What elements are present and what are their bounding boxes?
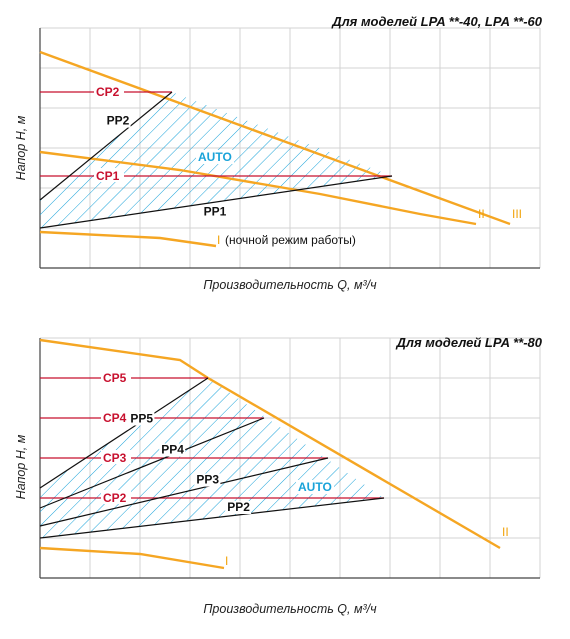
pp-line-PP2 <box>39 91 173 201</box>
pp-label-PP2: PP2 <box>227 500 250 514</box>
cp-label-bg <box>101 410 131 424</box>
cp-label-CP2: CP2 <box>103 491 127 505</box>
speed-curve-note: (ночной режим работы) <box>225 233 356 247</box>
cp-label-bg <box>101 490 131 504</box>
cp-label-bg <box>101 370 131 384</box>
pp-line-PP5 <box>39 377 209 489</box>
cp-label-CP2: CP2 <box>96 85 120 99</box>
cp-label-CP5: CP5 <box>103 371 127 385</box>
speed-curve-II <box>39 150 477 226</box>
pp-label-PP2: PP2 <box>107 114 130 128</box>
auto-region-label: AUTO <box>198 150 232 164</box>
pp-label-bg <box>104 114 131 128</box>
chart-2-title: Для моделей LPA **-80 <box>396 335 543 350</box>
pp-line-PP4 <box>39 417 265 509</box>
cp-label-bg <box>94 168 124 182</box>
cp-label-CP3: CP3 <box>103 451 127 465</box>
speed-curve-label-II: II <box>502 525 509 539</box>
cp-label-bg <box>94 84 124 98</box>
speed-curve-label-III: III <box>512 207 522 221</box>
chart-2-y-label: Напор H, м <box>14 434 28 499</box>
speed-curve-label-II: II <box>478 207 485 221</box>
pp-line-PP3 <box>39 457 329 527</box>
speed-curve-label-I: I <box>225 554 228 568</box>
chart-1-title: Для моделей LPA **-40, LPA **-60 <box>331 14 543 29</box>
pp-label-bg <box>225 501 252 514</box>
pp-label-PP4: PP4 <box>161 443 184 457</box>
cp-label-bg <box>101 450 131 464</box>
chart-2-x-label: Производительность Q, м³/ч <box>203 602 377 616</box>
cp-label-CP4: CP4 <box>103 411 127 425</box>
pp-label-bg <box>201 205 228 219</box>
pp-label-PP3: PP3 <box>196 473 219 487</box>
chart-1-y-label: Напор H, м <box>14 115 28 180</box>
speed-curve-I <box>39 546 225 570</box>
pp-line-PP1 <box>39 175 393 229</box>
pp-label-PP1: PP1 <box>204 204 227 218</box>
speed-curve-II <box>39 338 501 550</box>
pp-label-bg <box>128 412 155 426</box>
pp-label-bg <box>159 443 186 457</box>
cp-label-CP1: CP1 <box>96 169 120 183</box>
speed-curve-label-I: I <box>217 233 220 247</box>
pp-label-PP5: PP5 <box>130 412 153 426</box>
speed-curve-I <box>39 230 217 248</box>
chart-1-x-label: Производительность Q, м³/ч <box>203 278 377 292</box>
auto-region-label: AUTO <box>298 480 332 494</box>
pp-label-bg <box>194 473 221 487</box>
chart-2-series <box>39 338 501 570</box>
speed-curve-III <box>39 50 511 226</box>
auto-label-bg <box>196 150 234 164</box>
auto-label-bg <box>296 480 334 494</box>
pp-line-PP2 <box>39 497 385 539</box>
